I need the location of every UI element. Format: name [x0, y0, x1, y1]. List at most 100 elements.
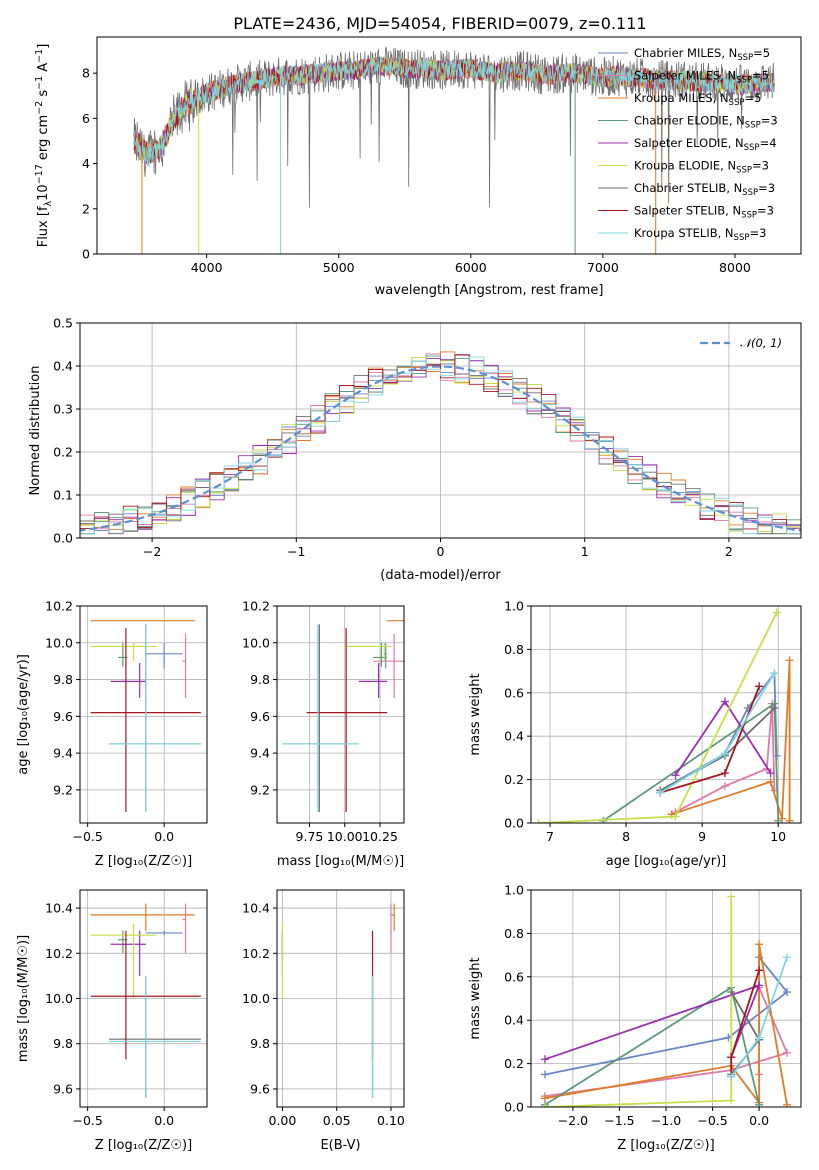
spectrum-y-label: Flux [fλ10−17 erg cm−2 s−1 A−1]: [34, 44, 54, 248]
ssp-weight-marker: [770, 669, 779, 678]
age-vs-mass-x-label: mass [log₁₀(M/M☉)]: [277, 854, 404, 869]
mass-vs-Z-overlay: −0.5 0.0 9.6 9.8 10.0 10.2 10.4 Z [log₁₀(Z/Z☉)]…: [16, 889, 208, 1153]
x-tick-label: 8: [622, 829, 630, 844]
ssp-weight-marker: [727, 1096, 736, 1105]
x-tick-label: −0.5: [72, 1113, 102, 1128]
mass-vs-ebv-panel: 0.00 0.05 0.10 9.6 9.8 10.0 10.2 10.4 E(B-V): [242, 889, 405, 1153]
legend-sub: SSP: [741, 211, 757, 221]
y-tick-label: 10.2: [45, 946, 73, 961]
spectrum-panel: 4000 5000 6000 7000 8000 0 2 4 6 8 wavelength [Ang…: [34, 36, 802, 298]
y-tick-label: 9.6: [53, 1081, 73, 1096]
y-tick-label: 0.8: [504, 642, 524, 657]
weight-vs-age-panel: 7 8 9 10 0.0 0.2 0.4 0.6 0.8 1.0 age [log₁₀(age/yr…: [468, 599, 802, 869]
residuals-x-label: (data-model)/error: [380, 568, 501, 583]
y-tick-label: 10.2: [242, 946, 270, 961]
ssp-weight-marker: [727, 987, 736, 996]
ssp-weight-marker: [727, 1053, 736, 1062]
y-tick-label: 9.2: [250, 782, 270, 797]
y-label-part: −2: [34, 101, 45, 115]
x-tick-label: 0.0: [154, 829, 174, 844]
ssp-weight-line: [544, 984, 761, 1061]
y-tick-label: 0.2: [53, 445, 73, 460]
residual-histogram: [80, 351, 801, 535]
age-vs-mass-data: [282, 620, 404, 812]
ssp-weight-marker: [755, 1100, 764, 1107]
y-label-part: Flux [f: [36, 206, 51, 247]
y-tick-label: 10.0: [242, 635, 270, 650]
ssp-weight-marker: [755, 682, 764, 691]
legend-model: Kroupa MILES, N: [634, 91, 729, 105]
ssp-weight-marker: [720, 769, 729, 778]
legend-value: =3: [757, 204, 774, 218]
x-tick-label: 8000: [719, 260, 751, 275]
x-tick-label: −1.5: [604, 1113, 634, 1128]
age-vs-Z-frame: [79, 605, 208, 824]
legend-entry: Kroupa ELODIE, NSSP=3: [634, 159, 769, 176]
plots: 4000 5000 6000 7000 8000 0 2 4 6 8 wavelength [Ang…: [16, 36, 802, 1153]
age-vs-Z-grid: [80, 605, 207, 823]
y-tick-label: 10.2: [45, 599, 73, 614]
y-label-part: erg cm: [36, 115, 51, 164]
legend-value: =3: [761, 114, 778, 128]
mass-vs-ebv-overlay: 0.00 0.05 0.10 9.6 9.8 10.0 10.2 10.4 E(B-V): [242, 889, 405, 1153]
ssp-weight-marker: [534, 819, 543, 823]
y-tick-label: 9.4: [250, 746, 270, 761]
x-tick-label: 9.75: [296, 829, 324, 844]
x-tick-label: 9: [698, 829, 706, 844]
x-tick-label: 0: [437, 544, 445, 559]
ssp-weight-marker: [755, 940, 764, 949]
legend-sub: SSP: [744, 143, 760, 153]
y-tick-label: 0.5: [53, 316, 73, 331]
x-tick-label: −2.0: [558, 1113, 588, 1128]
residuals-frame: [79, 322, 802, 539]
y-tick-label: 10.0: [45, 991, 73, 1006]
legend-entry: Salpeter ELODIE, NSSP=4: [634, 136, 777, 153]
ssp-weight-marker: [783, 953, 792, 962]
y-tick-label: 0.4: [53, 359, 73, 374]
x-tick-label: 6000: [455, 260, 487, 275]
ssp-weight-marker: [720, 782, 729, 791]
weight-vs-Z-data: [540, 892, 792, 1107]
y-tick-label: 4: [82, 156, 90, 171]
ssp-weight-marker: [755, 1033, 764, 1042]
legend-sub: SSP: [736, 166, 752, 176]
x-tick-label: 4000: [191, 260, 223, 275]
y-tick-label: 0.6: [504, 969, 524, 984]
age-vs-mass-panel: 9.75 10.00 10.25 9.2 9.4 9.6 9.8 10.0 10.2 mass […: [242, 599, 405, 869]
y-tick-label: 9.4: [53, 746, 73, 761]
ssp-weight-marker: [727, 1072, 736, 1081]
y-tick-label: 0.2: [504, 1056, 524, 1071]
x-tick-label: 7: [546, 829, 554, 844]
weight-vs-age-frame: [530, 605, 802, 824]
y-label-part: λ: [43, 200, 54, 206]
legend-model: Salpeter STELIB, N: [634, 204, 741, 218]
legend-value: =4: [760, 136, 777, 150]
legend-entry: Kroupa STELIB, NSSP=3: [634, 226, 766, 243]
mass-vs-Z-data: [90, 903, 201, 1098]
x-tick-label: −1.0: [651, 1113, 681, 1128]
y-tick-label: 0.2: [504, 772, 524, 787]
legend-value: =5: [752, 69, 769, 83]
ssp-weight-marker: [770, 703, 779, 712]
ssp-weight-marker: [540, 1070, 549, 1079]
residuals-panel: −2 −1 0 1 2 0.0 0.1 0.2 0.3 0.4 0.5 𝒩(0, 1) (data-mo…: [28, 316, 802, 583]
residuals-y-label: Normed distribution: [28, 366, 43, 496]
age-vs-mass-frame: [276, 605, 405, 824]
x-tick-label: 10: [770, 829, 786, 844]
x-tick-label: 0.10: [377, 1113, 405, 1128]
legend-sub: SSP: [734, 233, 750, 243]
legend-model: Kroupa ELODIE, N: [634, 159, 736, 173]
y-label-part: s: [36, 90, 51, 101]
y-tick-label: 9.2: [53, 782, 73, 797]
y-tick-label: 8: [82, 66, 90, 81]
age-vs-Z-x-label: Z [log₁₀(Z/Z☉)]: [95, 854, 192, 869]
ssp-weight-marker: [785, 816, 794, 823]
y-tick-label: 0.4: [504, 1013, 524, 1028]
legend-value: =5: [753, 46, 770, 60]
y-tick-label: 1.0: [504, 599, 524, 614]
ssp-weight-marker: [671, 812, 680, 821]
y-tick-label: 0.4: [504, 729, 524, 744]
y-label-part: A: [36, 63, 51, 76]
y-tick-label: 10.4: [242, 901, 270, 916]
